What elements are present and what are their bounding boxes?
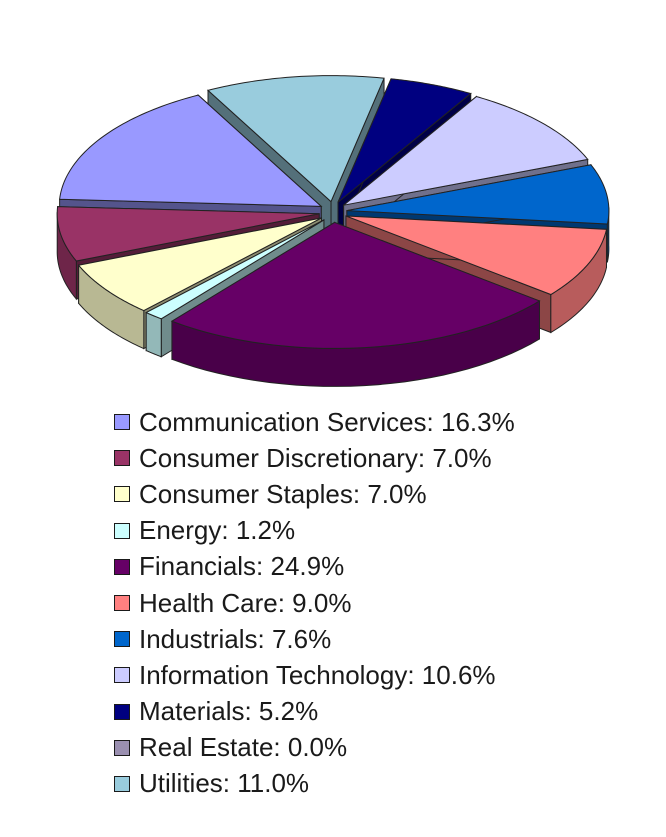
legend-item: Industrials: 7.6% [114, 621, 515, 657]
legend-item: Communication Services: 16.3% [114, 404, 515, 440]
legend-item: Consumer Discretionary: 7.0% [114, 440, 515, 476]
legend-swatch [114, 595, 130, 612]
legend-swatch [114, 775, 130, 792]
legend-label: Consumer Discretionary: 7.0% [139, 442, 492, 473]
pie-chart [56, 75, 610, 387]
legend-swatch [114, 450, 130, 467]
legend-label: Industrials: 7.6% [139, 623, 332, 654]
legend-item: Energy: 1.2% [114, 513, 515, 549]
legend-swatch [114, 558, 130, 575]
legend-label: Information Technology: 10.6% [139, 659, 496, 690]
legend-swatch [114, 522, 130, 539]
legend-swatch [114, 667, 130, 684]
legend-swatch [114, 486, 130, 503]
legend-item: Utilities: 11.0% [114, 766, 515, 802]
legend-label: Consumer Staples: 7.0% [139, 478, 427, 509]
legend-swatch [114, 703, 130, 720]
legend-label: Health Care: 9.0% [139, 587, 352, 618]
legend-item: Consumer Staples: 7.0% [114, 476, 515, 512]
legend-item: Materials: 5.2% [114, 694, 515, 730]
legend-label: Real Estate: 0.0% [139, 732, 348, 763]
legend-label: Energy: 1.2% [139, 515, 296, 546]
legend-label: Materials: 5.2% [139, 696, 319, 727]
pie-slice-financials [170, 221, 541, 387]
legend-label: Utilities: 11.0% [139, 768, 310, 799]
chart-legend: Communication Services: 16.3% Consumer Di… [114, 404, 515, 802]
legend-swatch [114, 739, 130, 756]
legend-swatch [114, 414, 130, 431]
legend-item: Information Technology: 10.6% [114, 657, 515, 693]
legend-label: Financials: 24.9% [139, 551, 345, 582]
legend-item: Real Estate: 0.0% [114, 730, 515, 766]
legend-label: Communication Services: 16.3% [139, 406, 515, 437]
legend-item: Financials: 24.9% [114, 549, 515, 585]
legend-swatch [114, 631, 130, 648]
legend-item: Health Care: 9.0% [114, 585, 515, 621]
